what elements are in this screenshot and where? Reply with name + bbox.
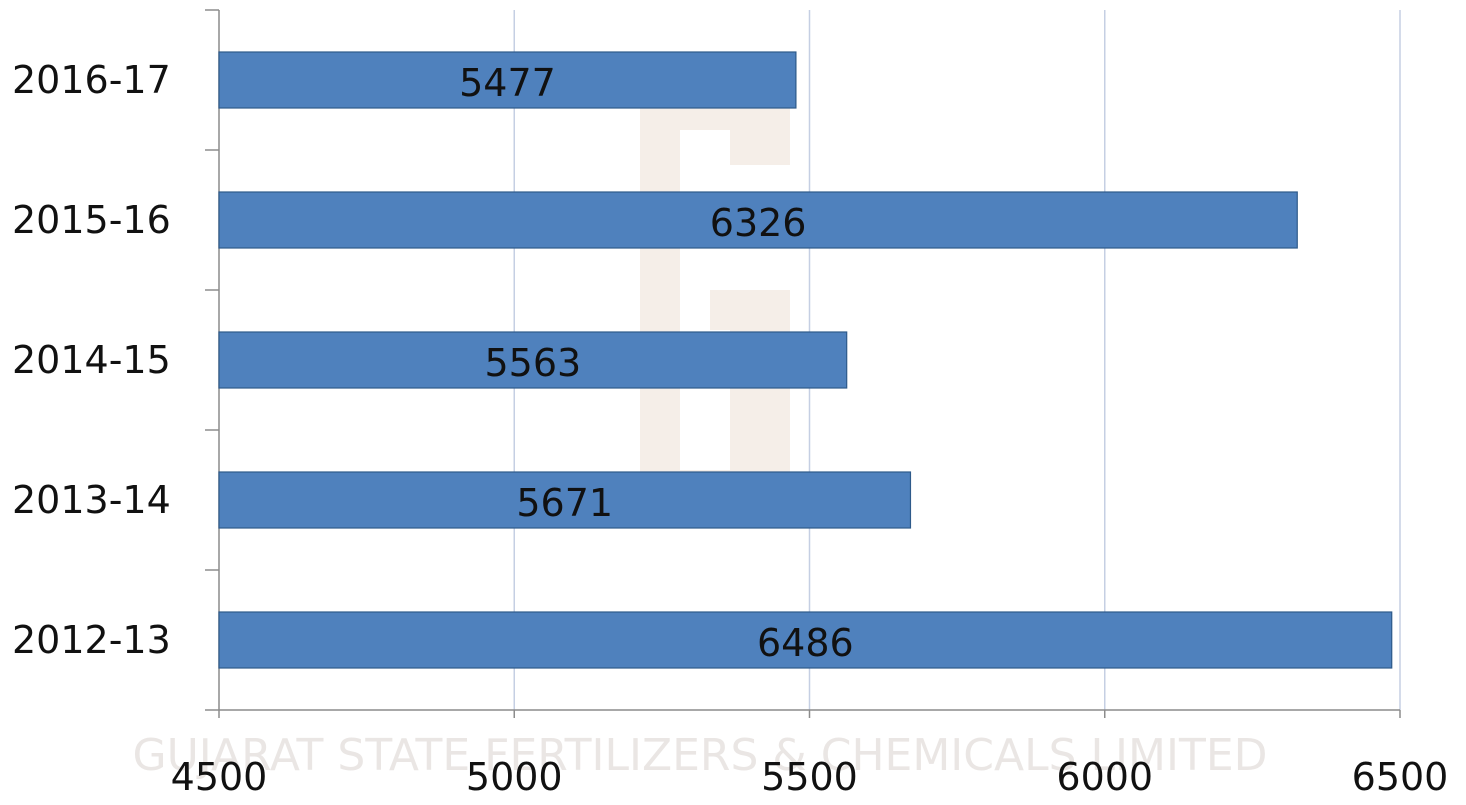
bar [218,51,797,109]
x-tick-label: 6000 [1056,755,1153,799]
x-tick-label: 5500 [761,755,858,799]
bar [218,471,912,529]
data-label: 5671 [516,481,613,525]
bar [218,611,1393,669]
watermark-text: GUJARAT STATE FERTILIZERS & CHEMICALS LI… [132,730,1267,781]
data-label: 6326 [710,201,807,245]
category-label: 2012-13 [12,618,171,662]
category-label: 2013-14 [12,478,171,522]
x-tick-label: 5000 [466,755,563,799]
labels: 4500 5000 5500 6000 6500 2016-17 5477 2015-16 63… [12,58,1448,799]
category-label: 2015-16 [12,198,171,242]
data-label: 5563 [484,341,581,385]
category-label: 2016-17 [12,58,171,102]
x-tick-label: 6500 [1352,755,1449,799]
data-label: 6486 [757,621,854,665]
data-label: 5477 [459,61,556,105]
watermark-seal [640,105,790,490]
x-tick-label: 4500 [171,755,268,799]
bar [218,191,1298,249]
bar [218,331,848,389]
bars [218,51,1393,669]
category-label: 2014-15 [12,338,171,382]
